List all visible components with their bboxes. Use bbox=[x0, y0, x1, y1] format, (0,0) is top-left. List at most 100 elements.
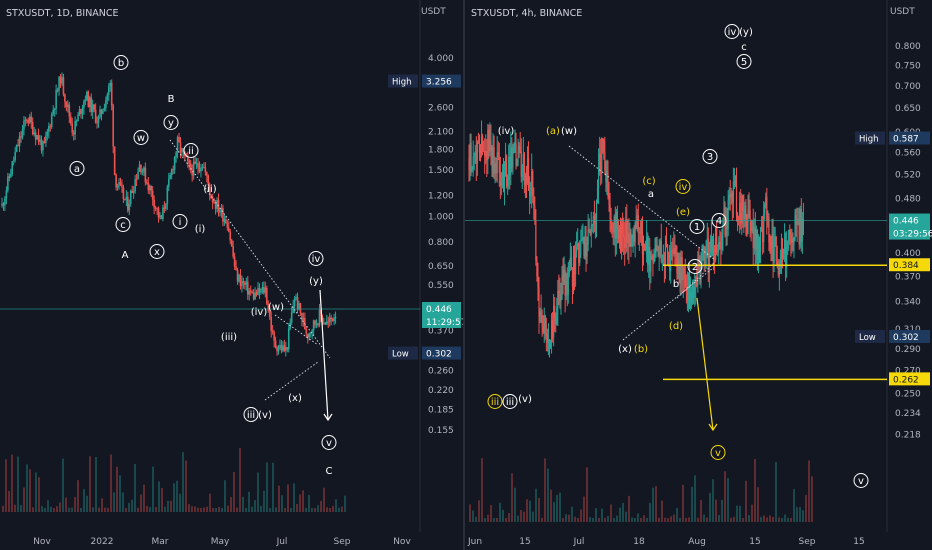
candle-body bbox=[685, 285, 687, 288]
candle-body bbox=[479, 152, 482, 156]
candle-body bbox=[716, 227, 718, 253]
volume-bar bbox=[649, 502, 651, 522]
volume-bar bbox=[718, 514, 720, 522]
volume-bar bbox=[667, 517, 669, 522]
candle-body bbox=[488, 129, 490, 152]
candle-body bbox=[789, 229, 791, 236]
candle-body bbox=[583, 237, 585, 256]
candle-body bbox=[486, 150, 488, 161]
candle-body bbox=[768, 216, 770, 243]
candle-body bbox=[724, 207, 726, 236]
left-chart-panel[interactable]: STXUSDT, 1D, BINANCEUSDT4.0003.2002.6002… bbox=[0, 0, 463, 550]
candle-body bbox=[670, 250, 672, 272]
volume-bar bbox=[742, 517, 744, 522]
candle-body bbox=[33, 132, 35, 135]
candle-body bbox=[2, 203, 5, 206]
volume-bar bbox=[514, 487, 516, 522]
right-chart-panel[interactable]: STXUSDT, 4h, BINANCE USDT 0.800 0.750 0.700 0… bbox=[465, 0, 932, 550]
candle-body bbox=[312, 320, 315, 331]
candle-body bbox=[614, 216, 616, 239]
candle-body bbox=[651, 256, 653, 259]
price-badge-bg bbox=[889, 329, 930, 343]
wave-label: iv bbox=[312, 254, 321, 265]
volume-bar bbox=[700, 500, 702, 522]
volume-bar bbox=[230, 497, 232, 512]
candle-body bbox=[801, 218, 803, 242]
volume-bar bbox=[53, 507, 55, 512]
y-tick-label: 0.155 bbox=[428, 426, 454, 436]
price-badge-value: 0.262 bbox=[893, 375, 919, 385]
price-badge-bg bbox=[889, 372, 930, 386]
volume-bar bbox=[520, 509, 522, 522]
candle-body bbox=[609, 205, 611, 220]
candle-body bbox=[331, 319, 334, 322]
wave-label-circle bbox=[502, 394, 518, 409]
volume-bar bbox=[499, 502, 501, 522]
candle-body bbox=[150, 185, 153, 191]
candle-body bbox=[317, 323, 319, 326]
volume-bar bbox=[736, 505, 738, 522]
candle-body bbox=[615, 211, 617, 239]
candle-body bbox=[58, 76, 60, 91]
candle-body bbox=[798, 218, 800, 245]
candle-body bbox=[663, 254, 666, 267]
y-tick-label: 0.290 bbox=[895, 345, 921, 355]
volume-bar bbox=[748, 515, 750, 522]
candle-body bbox=[195, 163, 198, 165]
candle-body bbox=[684, 273, 686, 286]
candle-body bbox=[661, 259, 663, 262]
volume-bar bbox=[5, 459, 7, 512]
y-tick-label: 1.200 bbox=[428, 192, 454, 202]
candle-body bbox=[723, 207, 725, 226]
candle-body bbox=[135, 179, 138, 181]
candle-body bbox=[726, 223, 728, 230]
candle-body bbox=[470, 143, 472, 172]
candle-body bbox=[530, 194, 532, 197]
candle-body bbox=[11, 161, 14, 175]
candle-body bbox=[105, 99, 107, 109]
volume-bar bbox=[805, 494, 807, 522]
currency-label: USDT bbox=[421, 7, 446, 17]
candle-body bbox=[593, 216, 595, 223]
candle-body bbox=[597, 165, 600, 189]
volume-bar bbox=[616, 515, 618, 522]
volume-bar bbox=[236, 507, 238, 512]
wave-label: 3 bbox=[707, 152, 713, 163]
volume-bar bbox=[763, 515, 765, 522]
y-tick-label: 0.370 bbox=[428, 326, 454, 336]
candle-body bbox=[566, 273, 568, 295]
candle-body bbox=[509, 156, 511, 176]
candle-body bbox=[636, 215, 638, 229]
volume-bar bbox=[772, 517, 774, 522]
volume-bar bbox=[293, 483, 295, 512]
volume-bar bbox=[296, 504, 298, 512]
candle-body bbox=[156, 207, 158, 209]
candle-body bbox=[140, 164, 142, 173]
volume-bar bbox=[23, 487, 25, 512]
candle-body bbox=[248, 290, 251, 295]
candle-body bbox=[630, 231, 632, 247]
candle-body bbox=[626, 219, 628, 244]
wave-label-circle bbox=[702, 149, 718, 164]
candle-body bbox=[46, 131, 49, 136]
candle-body bbox=[255, 292, 258, 295]
volume-bar bbox=[592, 517, 594, 522]
candle-body bbox=[499, 173, 501, 186]
candle-body bbox=[773, 243, 775, 263]
volume-bar bbox=[679, 517, 681, 522]
volume-bar bbox=[38, 477, 40, 512]
candle-body bbox=[102, 110, 104, 114]
candle-body bbox=[590, 225, 592, 235]
candle-body bbox=[703, 246, 705, 265]
candle-body bbox=[689, 292, 692, 301]
candle-body bbox=[296, 296, 299, 310]
candle-body bbox=[617, 228, 620, 239]
candle-body bbox=[802, 218, 804, 235]
volume-bar bbox=[260, 505, 262, 512]
panel-divider[interactable] bbox=[463, 0, 465, 550]
volume-bar bbox=[242, 496, 244, 512]
candle-body bbox=[547, 339, 550, 343]
y-tick-label: 0.220 bbox=[428, 386, 454, 396]
candle-body bbox=[87, 91, 90, 108]
candle-body bbox=[249, 290, 252, 293]
